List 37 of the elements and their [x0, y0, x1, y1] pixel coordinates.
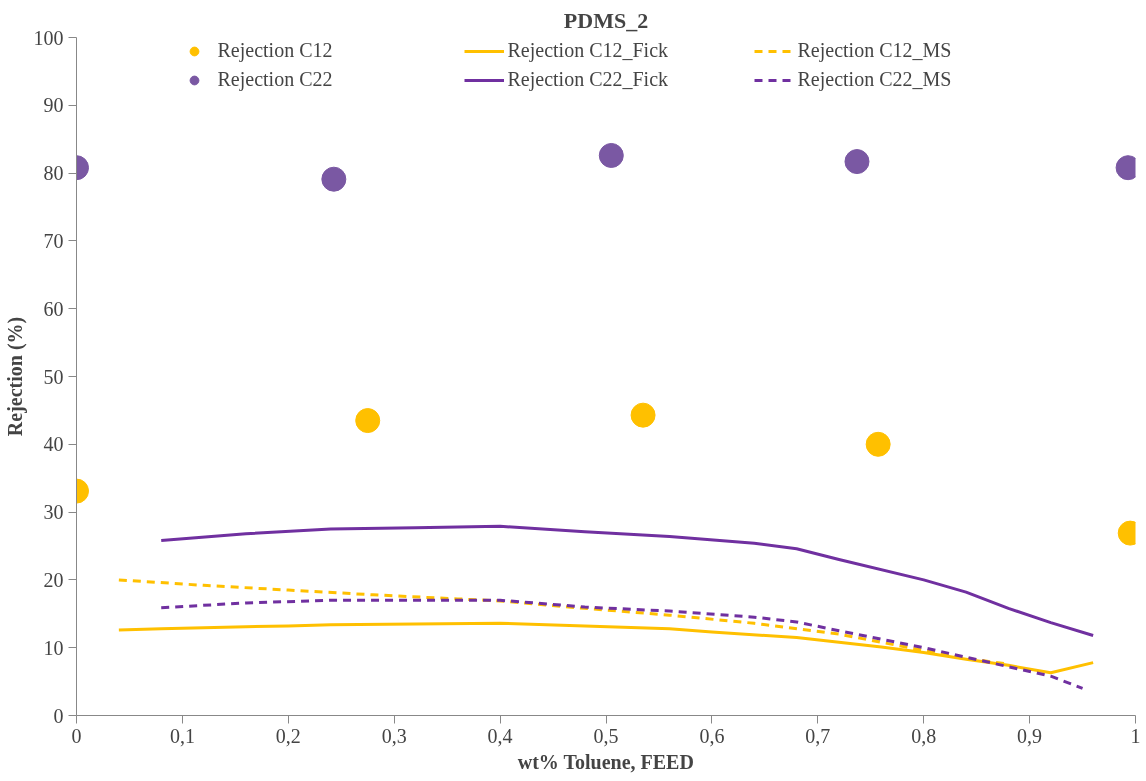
point [630, 402, 656, 428]
y-tick-label: 100 [33, 26, 64, 49]
legend-label: Rejection C12_MS [797, 39, 953, 62]
y-tick-label: 80 [43, 162, 64, 185]
y-tick-label: 20 [43, 568, 64, 591]
y-tick-label: 50 [43, 365, 64, 388]
y-tick-label: 90 [43, 94, 64, 117]
x-tick-label: 0,7 [805, 724, 831, 747]
y-tick-label: 70 [43, 229, 64, 252]
point [844, 149, 870, 175]
legend-label: Rejection C22 [217, 68, 334, 91]
point [598, 143, 624, 168]
x-axis-title: wt% Toluene, FEED [517, 750, 694, 773]
x-tick-label: 0,4 [487, 724, 513, 747]
legend-label: Rejection C22_Fick [507, 68, 670, 91]
x-tick-label: 0,1 [169, 724, 195, 747]
y-tick-label: 0 [53, 704, 64, 727]
line-series [159, 598, 1085, 690]
x-tick-label: 0,5 [593, 724, 619, 747]
x-tick-label: 0,8 [911, 724, 937, 747]
point [865, 431, 891, 457]
line-series [159, 524, 1095, 637]
x-tick-label: 0 [71, 724, 82, 747]
x-tick-label: 0,3 [381, 724, 407, 747]
x-tick-label: 0,9 [1017, 724, 1043, 747]
legend-label: Rejection C12 [217, 39, 334, 62]
y-tick-label: 10 [43, 636, 64, 659]
legend-label: Rejection C12_Fick [507, 39, 670, 62]
chart-title: PDMS_2 [563, 7, 649, 33]
x-tick-label: 0,6 [699, 724, 725, 747]
legend-label: Rejection C22_MS [797, 68, 953, 91]
y-tick-label: 60 [43, 297, 64, 320]
y-tick-label: 30 [43, 501, 64, 524]
y-axis-title: Rejection (%) [3, 316, 27, 437]
x-tick-label: 1 [1130, 724, 1141, 747]
x-tick-label: 0,2 [275, 724, 301, 747]
y-tick-label: 40 [43, 433, 64, 456]
